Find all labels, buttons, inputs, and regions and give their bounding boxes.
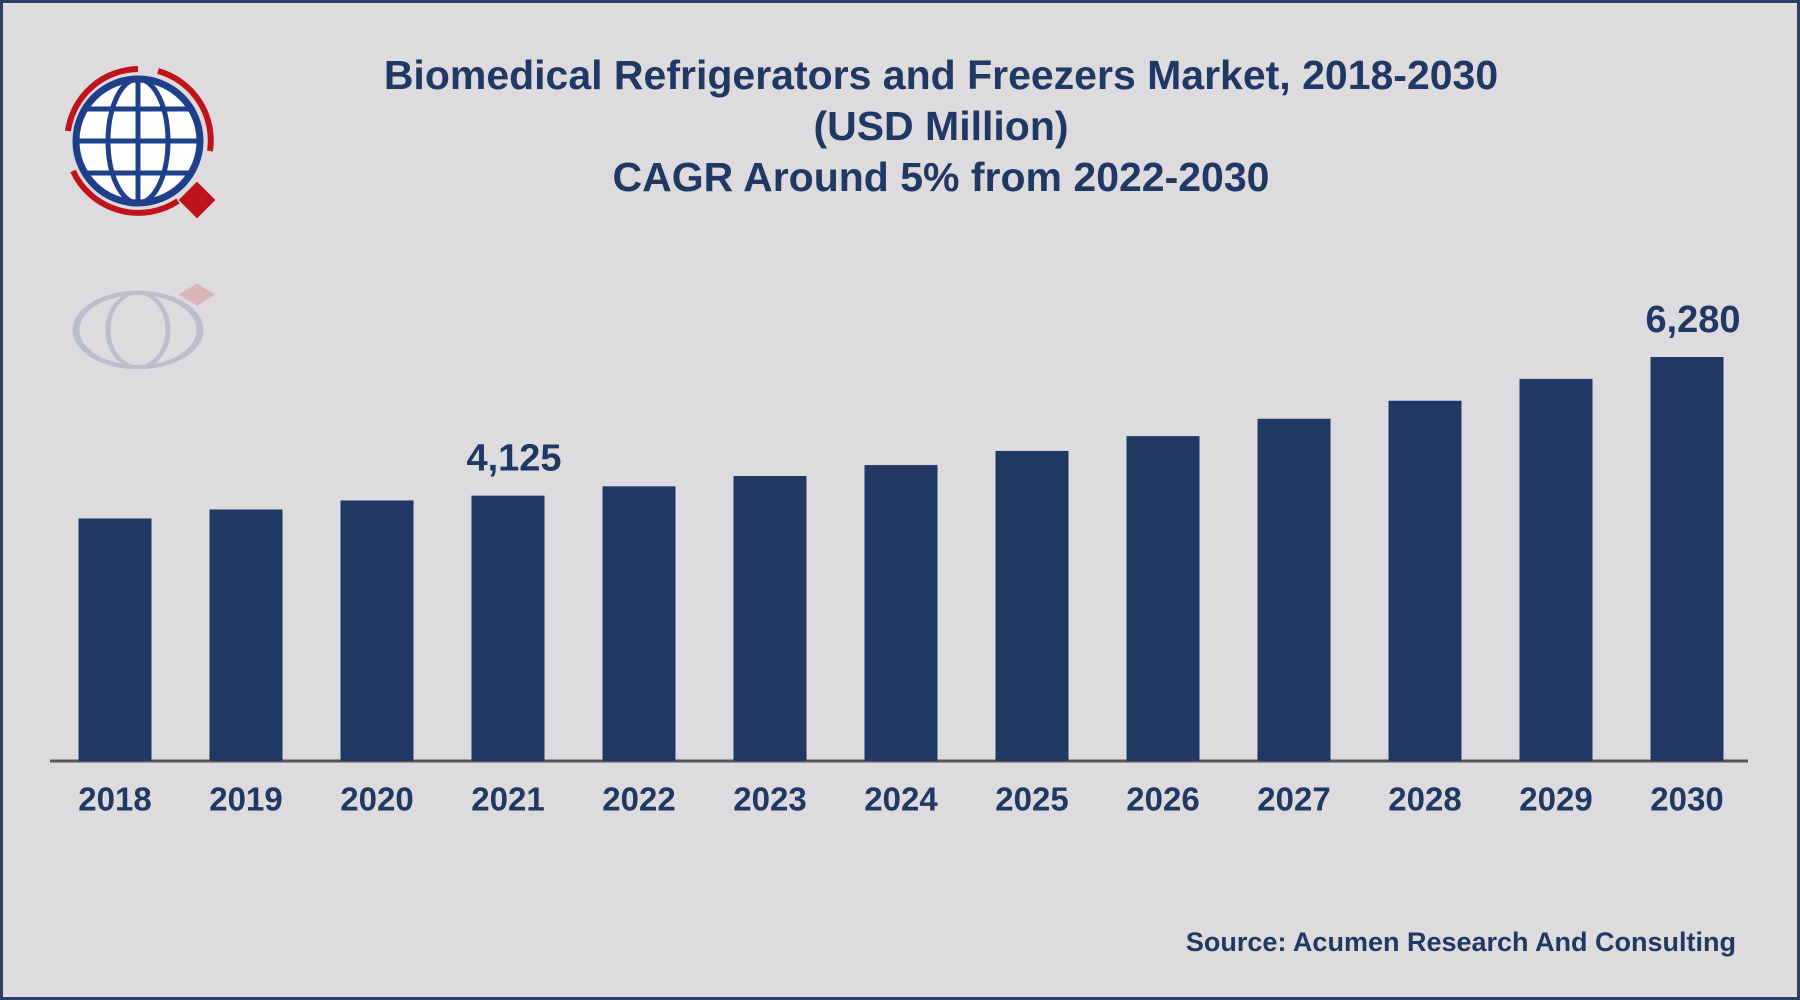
x-tick-label: 2029 — [1519, 781, 1592, 818]
bar — [864, 465, 938, 761]
x-tick-label: 2020 — [340, 781, 413, 818]
bar — [1519, 378, 1593, 761]
value-label: 6,280 — [1645, 299, 1740, 341]
x-tick-label: 2028 — [1388, 781, 1461, 818]
bar — [209, 509, 283, 761]
bar — [340, 500, 414, 761]
value-label: 4,125 — [466, 438, 561, 480]
x-tick-label: 2027 — [1257, 781, 1330, 818]
source: Source: Acumen Research And Consulting — [1186, 927, 1736, 957]
x-tick-label: 2023 — [733, 781, 806, 818]
bar — [995, 450, 1069, 761]
logo — [65, 66, 216, 219]
bar — [1650, 357, 1724, 761]
x-tick-label: 2025 — [995, 781, 1068, 818]
x-tick-label: 2019 — [209, 781, 282, 818]
bar — [1126, 436, 1200, 761]
bar — [733, 476, 807, 761]
x-tick-label: 2024 — [864, 781, 938, 818]
bar — [602, 486, 676, 761]
bar — [78, 518, 152, 761]
bar — [471, 495, 545, 761]
x-tick-label: 2030 — [1650, 781, 1723, 818]
bar — [1388, 400, 1462, 761]
x-tick-label: 2018 — [78, 781, 151, 818]
chart-subtitle: CAGR Around 5% from 2022-2030 — [613, 154, 1270, 200]
x-tick-label: 2021 — [471, 781, 544, 818]
logo-reflection — [72, 283, 216, 370]
chart-title: Biomedical Refrigerators and Freezers Ma… — [384, 52, 1498, 98]
x-tick-label: 2022 — [602, 781, 675, 818]
chart-subtitle: (USD Million) — [813, 103, 1068, 149]
x-tick-label: 2026 — [1126, 781, 1199, 818]
bar — [1257, 418, 1331, 761]
